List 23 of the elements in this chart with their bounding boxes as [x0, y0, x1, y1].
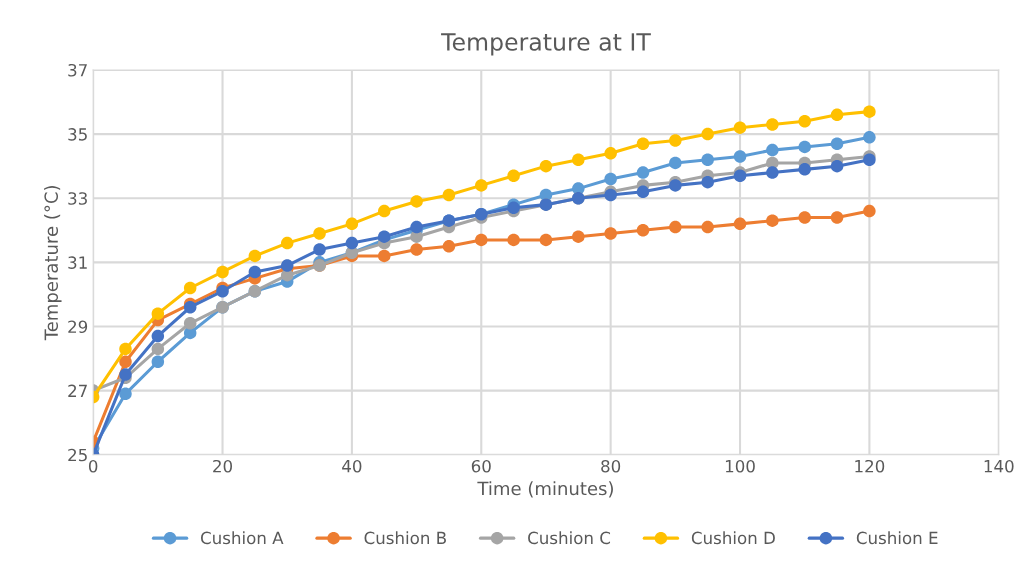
- x-tick-label: 120: [855, 459, 885, 473]
- x-tick-label: 20: [213, 459, 233, 473]
- x-axis-title: Time (minutes): [477, 481, 613, 498]
- x-tick-label: 100: [725, 459, 755, 473]
- legend-label: Cushion E: [856, 531, 938, 545]
- legend-label: Cushion D: [691, 531, 775, 545]
- y-tick-label: 35: [68, 128, 87, 141]
- x-tick-label: 0: [88, 459, 98, 473]
- x-tick-label: 40: [342, 459, 362, 473]
- x-tick-label: 140: [984, 459, 1014, 473]
- x-tick-label: 60: [471, 459, 491, 473]
- y-axis-title: Temperature (°C): [44, 185, 62, 341]
- y-tick-label: 37: [68, 63, 87, 77]
- legend-label: Cushion C: [528, 531, 611, 545]
- x-tick-label: 80: [601, 459, 621, 473]
- y-tick-label: 31: [68, 256, 87, 269]
- y-tick-label: 29: [68, 320, 88, 334]
- y-tick-label: 33: [68, 192, 87, 205]
- legend-label: Cushion A: [200, 531, 284, 545]
- legend-label: Cushion B: [364, 531, 446, 545]
- chart-title: Temperature at IT: [441, 33, 651, 56]
- y-tick-label: 27: [68, 384, 87, 397]
- y-tick-label: 25: [68, 448, 87, 462]
